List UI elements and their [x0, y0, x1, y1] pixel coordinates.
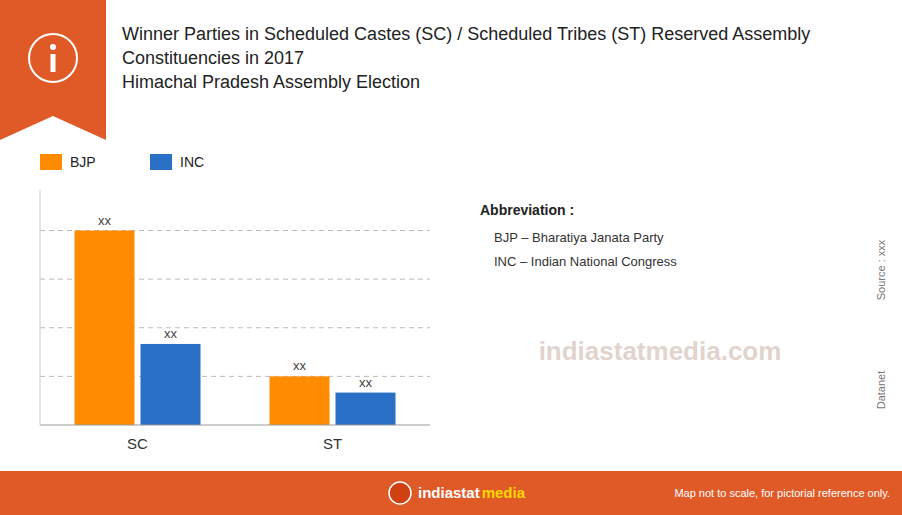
datanet-note: Datanet — [875, 371, 887, 410]
watermark: indiastatmedia.com — [539, 336, 782, 366]
header-ribbon — [0, 0, 106, 140]
legend-entry: BJP — [40, 154, 96, 170]
title-line: Constituencies in 2017 — [122, 48, 304, 68]
x-axis — [40, 425, 430, 426]
title: Winner Parties in Scheduled Castes (SC) … — [122, 24, 810, 68]
data-label: xx — [359, 375, 373, 390]
legend-swatch — [40, 154, 62, 170]
category-label: ST — [323, 435, 342, 452]
abbreviation: INC – Indian National Congress — [494, 254, 677, 269]
data-label: xx — [98, 213, 112, 228]
abbreviation: BJP – Bharatiya Janata Party — [494, 230, 664, 245]
bars — [75, 231, 396, 425]
bar — [270, 376, 330, 425]
footer-brand: media — [482, 484, 526, 501]
logo-icon — [389, 482, 411, 504]
footer — [0, 471, 902, 515]
info-icon-stem — [51, 54, 56, 72]
bar — [336, 393, 396, 425]
title-line: Winner Parties in Scheduled Castes (SC) … — [122, 24, 810, 44]
info-icon-dot — [50, 44, 56, 50]
data-label: xx — [293, 358, 307, 373]
data-label: xx — [164, 326, 178, 341]
bar — [141, 344, 201, 425]
ribbon-notch — [0, 116, 106, 140]
info-icon — [29, 34, 77, 82]
bar — [75, 231, 135, 425]
footer-brand: indiastat — [418, 484, 480, 501]
legend-label: INC — [180, 154, 204, 170]
chart-root: Winner Parties in Scheduled Castes (SC) … — [0, 0, 902, 515]
footer-note: Map not to scale, for pictorial referenc… — [674, 487, 890, 499]
legend-swatch — [150, 154, 172, 170]
source-note: Source : xxx — [875, 239, 887, 300]
subtitle: Himachal Pradesh Assembly Election — [122, 72, 420, 92]
legend-label: BJP — [70, 154, 96, 170]
abbreviation-title: Abbreviation : — [480, 202, 574, 218]
annotations: Abbreviation : BJP – Bharatiya Janata Par… — [480, 202, 887, 409]
legend-entry: INC — [150, 154, 204, 170]
category-label: SC — [127, 435, 148, 452]
data-labels: xx xx xx xx — [98, 213, 373, 390]
y-axis — [40, 190, 41, 425]
